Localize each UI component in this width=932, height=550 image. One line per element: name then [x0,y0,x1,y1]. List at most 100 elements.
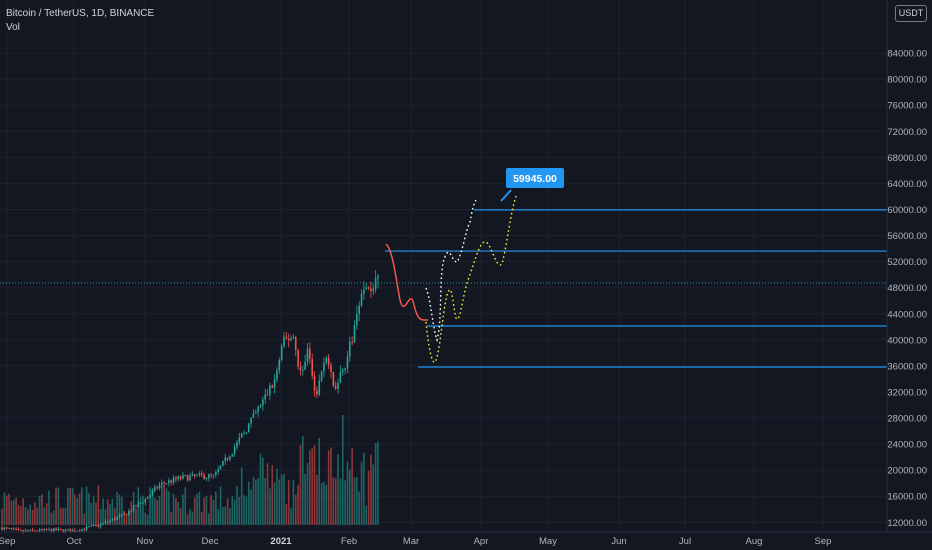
candle-body [41,529,43,531]
volume-bar [337,454,339,525]
volume-bar [165,488,168,525]
candle-body [365,287,368,290]
volume-bar [189,508,191,525]
candle-body [153,487,156,491]
candle-body [349,341,351,357]
candle-body [10,528,13,530]
volume-bar [250,489,252,525]
volume-bar [302,436,304,525]
volume-bar [55,487,57,525]
candle-body [374,278,377,290]
candle-body [334,385,337,389]
volume-bar [156,500,158,525]
candle-body [22,530,24,532]
volume-bar [5,495,8,525]
volume-bar [74,494,76,525]
volume-bar [238,496,241,525]
candle-body [90,525,93,527]
time-tick-label: Apr [474,536,489,547]
volume-bar [285,504,288,525]
candle-body [67,529,69,531]
volume-bar [236,486,238,525]
volume-bar [50,512,53,525]
volume-bar [356,476,358,525]
volume-bar [367,470,370,525]
candle-body [377,276,379,279]
candle-body [240,433,243,438]
volume-bar [191,511,194,525]
candle-body [193,474,196,476]
volume-bar [299,445,302,525]
currency-badge[interactable]: USDT [895,5,927,22]
volume-bar [179,508,182,525]
candle-body [229,456,231,460]
volume-bar [177,501,180,525]
volume-bar [334,478,337,525]
candle-body [323,362,325,372]
volume-bar [222,507,224,525]
volume-bar [226,498,229,525]
candle-body [149,494,151,498]
price-tick-label: 60000.00 [887,205,927,216]
volume-bar [353,477,356,525]
volume-bar [168,491,170,525]
volume-bar [95,502,97,525]
volume-bar [125,514,128,525]
volume-bar [8,493,10,525]
candle-body [71,530,74,532]
candle-body [31,529,34,531]
candle-body [309,348,311,359]
candle-body [292,337,295,339]
volume-bar [22,498,24,525]
volume-bar [224,506,227,525]
candle-body [247,423,250,433]
volume-bar [306,463,309,525]
candle-body [161,482,163,485]
candle-body [168,480,170,484]
volume-bar [252,476,255,525]
volume-bar [297,484,299,525]
candle-body [325,357,328,363]
candle-body [297,349,299,367]
candle-body [189,475,191,481]
volume-bar [262,457,264,525]
candle-body [144,498,147,503]
volume-bar [24,506,27,525]
volume-bar [247,481,250,525]
volume-bar [255,479,257,525]
candle-body [273,379,276,388]
candle-body [92,524,95,526]
volume-bar [304,473,306,525]
volume-bar [109,504,111,525]
time-axis[interactable]: Sep Oct Nov Dec 2021 Feb Mar Apr May Jun Jul Aug Sep [0,531,932,547]
volume-bar [219,486,222,525]
candle-body [43,528,46,531]
candle-body [304,361,306,370]
volume-bar [90,502,93,525]
volume-bar [3,492,6,525]
price-tick-label: 64000.00 [887,179,927,190]
time-tick-label: Dec [202,536,219,547]
candle-body [130,511,133,513]
volume-bar [151,489,154,525]
volume-bar [294,494,297,525]
price-tick-label: 80000.00 [887,75,927,86]
price-axis[interactable]: 12000.00 16000.00 20000.00 24000.00 28000.00… [886,0,932,550]
volume-bar [292,479,295,525]
candle-body [252,413,255,418]
candle-body [57,528,60,531]
volume-bar [233,499,236,525]
volume-bar [193,497,196,525]
target-callout-pointer [500,189,512,202]
volume-bar [196,493,198,525]
time-tick-label: Nov [137,536,154,547]
candle-body [346,356,349,369]
time-tick-label: Mar [403,536,419,547]
volume-bar [15,497,17,525]
volume-bar [163,485,165,525]
volume-bar [57,487,60,525]
volume-bar [186,514,189,525]
price-tick-label: 44000.00 [887,309,927,320]
volume-bar [318,438,321,525]
